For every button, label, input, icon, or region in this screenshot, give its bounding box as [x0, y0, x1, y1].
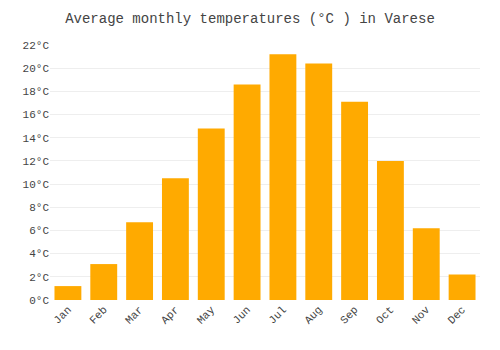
svg-text:Apr: Apr: [159, 304, 181, 326]
svg-text:12°C: 12°C: [23, 156, 50, 168]
svg-text:Aug: Aug: [302, 304, 324, 326]
svg-text:Jul: Jul: [266, 304, 288, 326]
svg-text:18°C: 18°C: [23, 86, 50, 98]
svg-text:22°C: 22°C: [23, 40, 50, 52]
svg-text:Nov: Nov: [410, 304, 433, 327]
svg-text:Feb: Feb: [87, 304, 109, 326]
svg-text:6°C: 6°C: [29, 225, 49, 237]
svg-text:8°C: 8°C: [29, 202, 49, 214]
svg-text:20°C: 20°C: [23, 63, 50, 75]
svg-text:14°C: 14°C: [23, 133, 50, 145]
svg-text:4°C: 4°C: [29, 248, 49, 260]
svg-text:2°C: 2°C: [29, 272, 49, 284]
svg-text:Oct: Oct: [374, 304, 396, 326]
svg-text:0°C: 0°C: [29, 295, 49, 307]
svg-text:Sep: Sep: [338, 304, 360, 326]
svg-text:Mar: Mar: [123, 304, 145, 326]
svg-text:May: May: [195, 304, 218, 327]
svg-text:Dec: Dec: [446, 304, 468, 326]
svg-text:Average monthly temperatures (: Average monthly temperatures (°C ) in Va…: [65, 11, 435, 27]
svg-text:16°C: 16°C: [23, 109, 50, 121]
svg-text:10°C: 10°C: [23, 179, 50, 191]
svg-text:Jan: Jan: [51, 304, 73, 326]
svg-text:Jun: Jun: [231, 304, 253, 326]
